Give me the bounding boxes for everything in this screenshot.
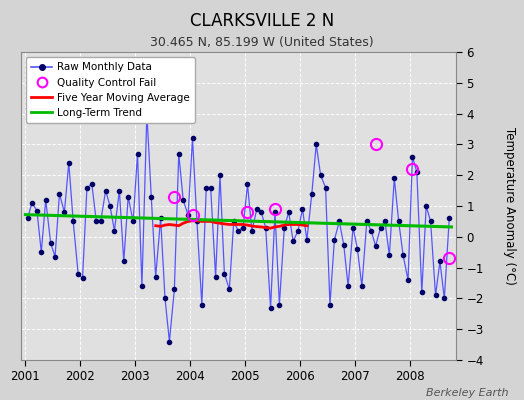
- Text: CLARKSVILLE 2 N: CLARKSVILLE 2 N: [190, 12, 334, 30]
- Y-axis label: Temperature Anomaly (°C): Temperature Anomaly (°C): [503, 127, 516, 285]
- Legend: Raw Monthly Data, Quality Control Fail, Five Year Moving Average, Long-Term Tren: Raw Monthly Data, Quality Control Fail, …: [26, 57, 195, 123]
- Text: Berkeley Earth: Berkeley Earth: [426, 388, 508, 398]
- Text: 30.465 N, 85.199 W (United States): 30.465 N, 85.199 W (United States): [150, 36, 374, 49]
